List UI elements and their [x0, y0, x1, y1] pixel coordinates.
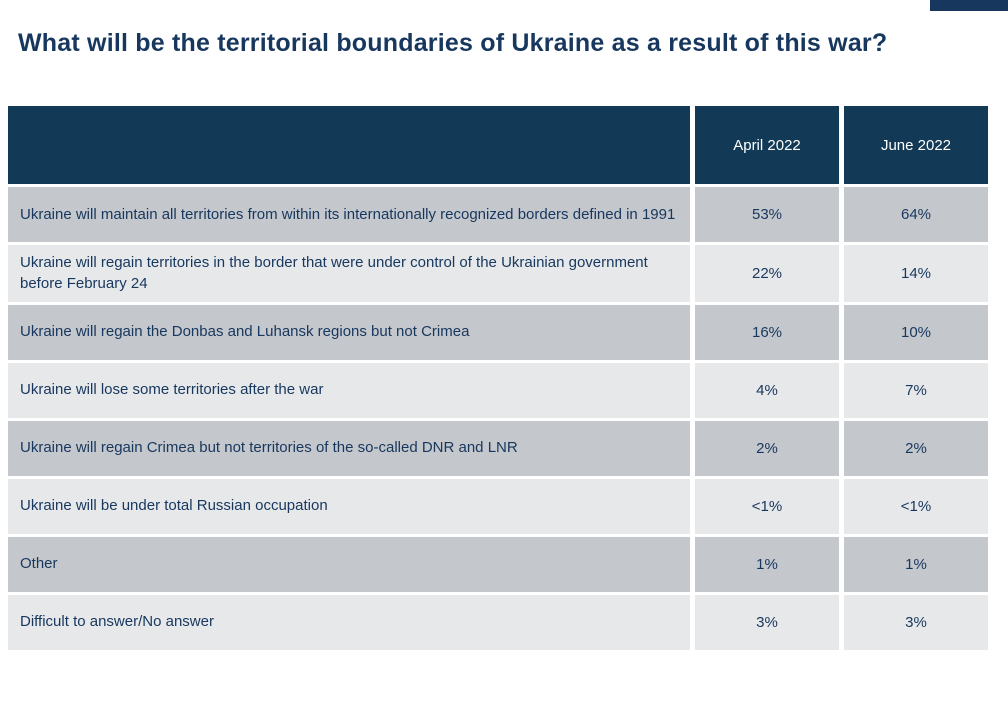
table-cell-april: 4%: [695, 362, 839, 418]
table-cell-june: 1%: [844, 536, 988, 592]
table-row-label: Ukraine will regain territories in the b…: [8, 245, 690, 302]
table-row-label: Ukraine will regain Crimea but not terri…: [8, 420, 690, 476]
table-cell-june: <1%: [844, 478, 988, 534]
results-table: April 2022 June 2022 Ukraine will mainta…: [8, 106, 988, 650]
page-title: What will be the territorial boundaries …: [18, 29, 888, 57]
table-row-label: Ukraine will lose some territories after…: [8, 362, 690, 418]
table-cell-june: 64%: [844, 187, 988, 243]
table-cell-june: 7%: [844, 362, 988, 418]
table-cell-april: 16%: [695, 304, 839, 360]
table-row-label: Ukraine will regain the Donbas and Luhan…: [8, 304, 690, 360]
table-row-label: Other: [8, 536, 690, 592]
table-cell-april: 53%: [695, 187, 839, 243]
table-cell-april: 22%: [695, 245, 839, 302]
table-row-label: Difficult to answer/No answer: [8, 594, 690, 650]
table-cell-june: 14%: [844, 245, 988, 302]
column-header-june: June 2022: [844, 106, 988, 185]
column-header-april: April 2022: [695, 106, 839, 185]
table-cell-june: 10%: [844, 304, 988, 360]
table-cell-april: 1%: [695, 536, 839, 592]
header-empty-cell: [8, 106, 690, 185]
table-cell-june: 2%: [844, 420, 988, 476]
table-cell-april: 2%: [695, 420, 839, 476]
table-cell-april: <1%: [695, 478, 839, 534]
table-cell-june: 3%: [844, 594, 988, 650]
table-cell-april: 3%: [695, 594, 839, 650]
corner-accent-bar: [930, 0, 1008, 11]
table-row-label: Ukraine will maintain all territories fr…: [8, 187, 690, 243]
table-row-label: Ukraine will be under total Russian occu…: [8, 478, 690, 534]
